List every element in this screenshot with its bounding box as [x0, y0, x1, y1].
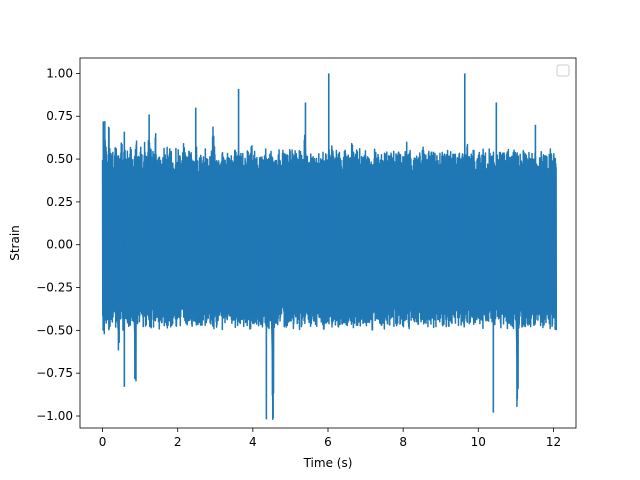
y-tick-label: −1.00 [36, 409, 73, 423]
x-axis-label: Time (s) [303, 456, 353, 470]
plot-area [79, 57, 577, 429]
x-tick-label: 12 [546, 435, 561, 449]
legend-box [556, 64, 570, 77]
y-tick-label: 1.00 [46, 66, 73, 80]
y-axis-label: Strain [8, 225, 22, 261]
y-tick-label: 0.00 [46, 238, 73, 252]
y-tick-label: −0.75 [36, 366, 73, 380]
x-axis: 0 2 4 6 8 10 12 [99, 428, 561, 449]
x-tick-label: 8 [399, 435, 407, 449]
x-tick-label: 6 [324, 435, 332, 449]
y-tick-label: 0.50 [46, 152, 73, 166]
y-axis: −1.00 −0.75 −0.50 −0.25 0.00 0.25 0.50 0.75 1.00 [36, 66, 80, 423]
y-tick-label: 0.75 [46, 109, 73, 123]
x-tick-label: 10 [471, 435, 486, 449]
strain-series-core [102, 143, 555, 381]
x-tick-label: 0 [99, 435, 107, 449]
x-tick-label: 2 [174, 435, 182, 449]
y-tick-label: 0.25 [46, 195, 73, 209]
series-layer [101, 73, 558, 421]
y-tick-label: −0.25 [36, 281, 73, 295]
y-tick-label: −0.50 [36, 323, 73, 337]
x-tick-label: 4 [249, 435, 257, 449]
